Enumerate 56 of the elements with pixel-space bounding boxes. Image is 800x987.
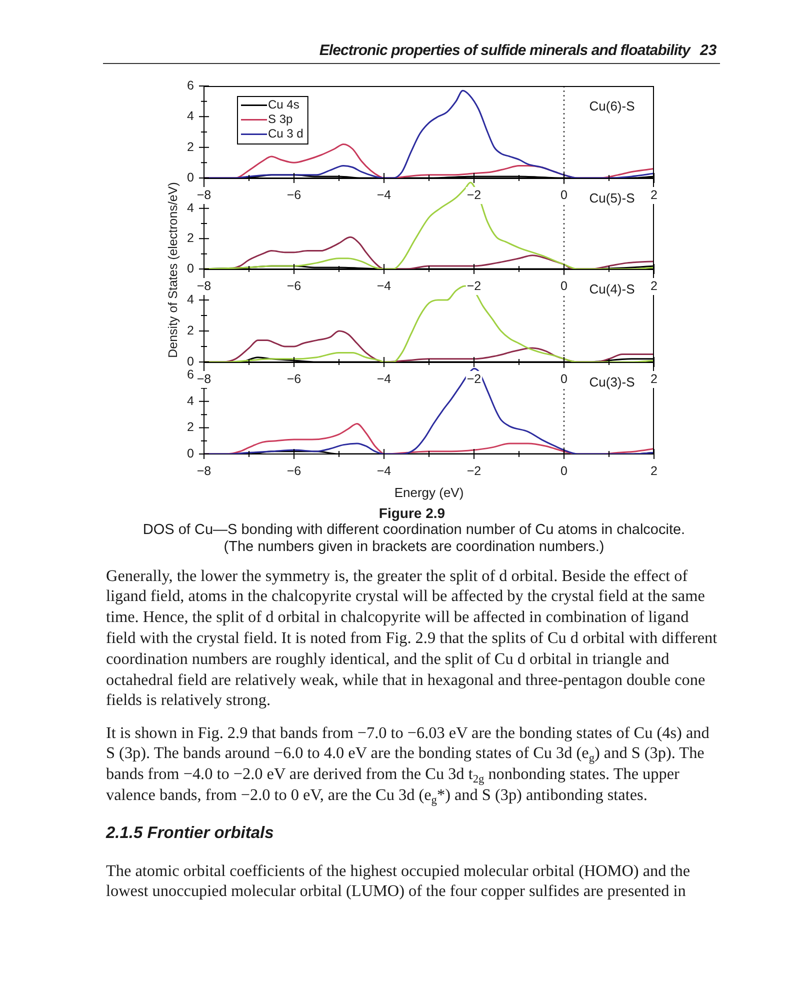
text: Cu(3)-S	[589, 374, 636, 390]
x-tick-label: 2	[650, 278, 658, 293]
x-tick-label: −2	[466, 372, 482, 386]
x-tick-label: −8	[196, 372, 212, 386]
x-tick-label: −8	[196, 188, 212, 202]
text: Generally, the lower the symmetry is, the greater the split of d orbital. Beside the effect of ligand field, atoms in the chalcopyrite crystal will be affected by the crystal field at the same time. Hence, the split of d orbital in chalcopyrite will be affected in combination of ligand field with the crystal field. It is noted from Fig. 2.9 that the splits of Cu d orbital with different coordination numbers are roughly identical, and the split of Cu d orbital in triangle and octahedral field are relatively weak, while that in hexagonal and three-pentagon double cone fields is relatively strong.	[106, 566, 718, 712]
legend-label: S 3p	[268, 112, 294, 126]
x-tick-label: 0	[560, 188, 568, 202]
text: Cu(6)-S	[589, 98, 636, 114]
y-tick-label: 0	[187, 261, 194, 276]
x-tick-label: 2	[650, 188, 658, 202]
y-tick-label: 4	[187, 109, 194, 124]
text: It is shown in Fig. 2.9 that bands from −7.0 to −6.03 eV are the bonding states of Cu (4s) and S (3p). The bands around −6.0 to 4.0 eV are the bonding states of Cu 3d (e$_{g}$) and S (3p). The bands from −4.0 to −2.0 eV are derived from the Cu 3d t$_{2g}$ nonbonding states. The upper valence bands, from −2.0 to 0 eV, are the Cu 3d (e$_{g}$*) and S (3p) antibonding states.	[106, 724, 710, 806]
legend-label: Cu 4s	[268, 98, 300, 112]
y-tick-label: 0	[187, 446, 194, 460]
x-tick-label: −6	[286, 278, 302, 293]
x-tick-label: −4	[376, 372, 392, 386]
y-tick-label: 0	[187, 354, 194, 368]
x-axis-title: Energy (eV)	[394, 485, 464, 500]
x-tick-label: −2	[466, 464, 482, 478]
y-tick-label: 6	[187, 368, 194, 382]
y-tick-label: 6	[187, 78, 194, 92]
y-axis-title: Density of States (electrons/eV)	[166, 182, 180, 358]
x-tick-label: −2	[466, 278, 482, 293]
x-tick-label: −6	[286, 372, 302, 386]
y-tick-label: 4	[187, 394, 194, 408]
x-tick-label: −2	[466, 188, 482, 202]
x-tick-label: 0	[560, 372, 568, 386]
legend-label: Cu 3 d	[268, 126, 304, 141]
text: The atomic orbital coefficients of the highest occupied molecular orbital (HOMO) and the lowest unoccupied molecular orbital (LUMO) of the four copper sulfides are presented in	[106, 860, 692, 902]
text: DOS of Cu—S bonding with different coordination number of Cu atoms in chalcocite.	[142, 522, 686, 538]
text: Cu(4)-S	[589, 282, 636, 297]
y-tick-label: 2	[187, 323, 194, 338]
y-tick-label: 0	[187, 170, 194, 184]
x-tick-label: −6	[286, 464, 302, 478]
y-tick-label: 4	[187, 200, 194, 215]
x-tick-label: −8	[196, 464, 212, 478]
y-tick-label: 2	[187, 140, 194, 154]
caption: Figure 2.9	[378, 505, 446, 521]
x-tick-label: 2	[650, 464, 658, 478]
x-tick-label: −8	[196, 278, 212, 293]
text: Cu(5)-S	[589, 190, 636, 206]
x-tick-label: 2	[650, 372, 658, 386]
y-tick-label: 2	[187, 231, 194, 246]
x-tick-label: −4	[376, 464, 392, 478]
text: 23	[700, 42, 717, 59]
y-tick-label: 2	[187, 420, 194, 434]
x-tick-label: 0	[560, 278, 568, 293]
x-tick-label: 0	[560, 464, 568, 478]
y-tick-label: 4	[187, 292, 194, 306]
text: 2.1.5 Frontier orbitals	[106, 824, 274, 843]
x-tick-label: −6	[286, 188, 302, 202]
text: (The numbers given in brackets are coordination numbers.)	[224, 539, 604, 555]
x-tick-label: −4	[376, 278, 392, 293]
text: Electronic properties of sulfide minerals and floatability	[319, 42, 690, 59]
x-tick-label: −4	[376, 188, 392, 202]
